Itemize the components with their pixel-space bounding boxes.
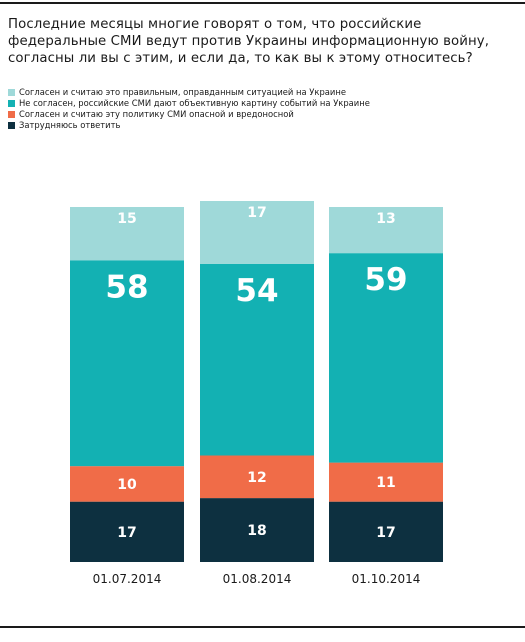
bar-segment-hard_to_say-2 [200,498,314,562]
chart-title: Последние месяцы многие говорят о том, ч… [8,17,490,66]
data-label: 10 [117,477,137,493]
legend-swatch [8,89,15,96]
legend-label: Не согласен, российские СМИ дают объекти… [19,98,370,108]
bar-segment-agree_justified-3 [329,207,443,254]
legend-swatch [8,100,15,107]
data-label: 11 [376,475,395,491]
legend-item-disagree: Не согласен, российские СМИ дают объекти… [8,98,518,109]
bar-segment-agree_dangerous-3 [329,462,443,502]
legend-item-agree-justified: Согласен и считаю это правильным, оправд… [8,87,518,98]
bar-segment-agree_dangerous-1 [70,466,184,502]
category-label: 01.07.2014 [93,572,162,586]
top-rule [0,2,525,4]
data-label: 58 [105,269,148,305]
legend-item-agree-dangerous: Согласен и считаю эту политику СМИ опасн… [8,109,518,120]
bar-segment-hard_to_say-3 [329,501,443,562]
bar-segment-disagree-1 [70,260,184,467]
data-label: 17 [376,525,395,541]
bar-segment-agree_justified-2 [200,201,314,264]
data-label: 13 [376,211,395,227]
data-label: 18 [247,523,266,539]
data-label: 17 [247,205,266,221]
bar-segment-disagree-3 [329,253,443,463]
legend-label: Согласен и считаю это правильным, оправд… [19,87,346,97]
legend-item-hard-to-say: Затрудняюсь ответить [8,120,518,131]
bar-segment-agree_justified-1 [70,207,184,261]
legend-label: Согласен и считаю эту политику СМИ опасн… [19,109,294,119]
data-label: 54 [235,273,278,309]
bar-segment-hard_to_say-1 [70,501,184,562]
bottom-rule [0,626,525,628]
legend-label: Затрудняюсь ответить [19,120,121,130]
data-label: 12 [247,470,266,486]
legend-swatch [8,111,15,118]
data-label: 17 [117,525,136,541]
data-label: 15 [117,211,136,227]
category-label: 01.08.2014 [223,572,292,586]
bar-segment-agree_dangerous-2 [200,455,314,499]
legend-swatch [8,122,15,129]
category-label: 01.10.2014 [352,572,421,586]
legend: Согласен и считаю это правильным, оправд… [8,87,518,131]
bar-segment-disagree-2 [200,263,314,456]
data-label: 59 [364,262,407,298]
